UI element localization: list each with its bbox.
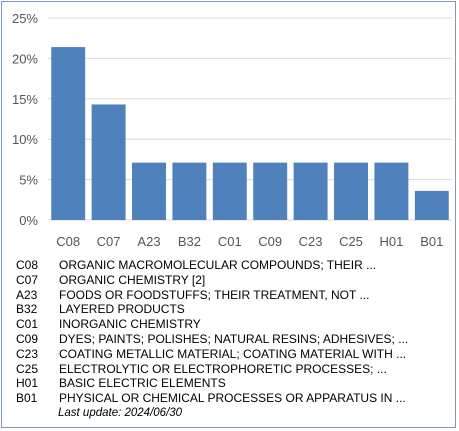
legend-item: C01 INORGANIC CHEMISTRY: [16, 317, 446, 332]
y-tick-label: 10%: [12, 132, 38, 147]
legend-item: C25 ELECTROLYTIC OR ELECTROPHORETIC PROCE…: [16, 362, 446, 377]
legend-code: B32: [16, 302, 38, 317]
y-tick-label: 15%: [12, 92, 38, 107]
x-tick-label: C25: [339, 234, 363, 249]
legend-item: B01 PHYSICAL OR CHEMICAL PROCESSES OR APP…: [16, 391, 446, 406]
bar: [334, 162, 368, 220]
legend-description: ELECTROLYTIC OR ELECTROPHORETIC PROCESSE…: [59, 361, 387, 376]
legend-code: C09: [16, 331, 39, 346]
x-tick-label: B01: [420, 234, 443, 249]
legend-description: ORGANIC MACROMOLECULAR COMPOUNDS; THEIR …: [59, 258, 377, 272]
x-tick-label: B32: [178, 234, 201, 249]
x-tick-label: C09: [258, 234, 282, 249]
bar: [253, 162, 288, 220]
legend-code: C07: [16, 272, 39, 287]
bar: [293, 162, 328, 220]
x-tick-label: H01: [379, 234, 403, 249]
y-tick-label: 5%: [19, 173, 38, 188]
bar: [91, 104, 126, 220]
legend-item: C09 DYES; PAINTS; POLISHES; NATURAL RESIN…: [16, 332, 446, 347]
legend-item: H01 BASIC ELECTRIC ELEMENTS: [16, 376, 446, 391]
legend-code: C23: [16, 346, 39, 361]
bar: [172, 162, 207, 220]
bar-chart: 0% 5% 10% 15% 20% 25% C08 C07 A23 B32 C01 C09 C23 C25…: [12, 11, 452, 249]
legend-description: PHYSICAL OR CHEMICAL PROCESSES OR APPARA…: [59, 391, 406, 406]
bar: [51, 47, 86, 221]
legend-description: BASIC ELECTRIC ELEMENTS: [59, 376, 226, 391]
x-tick-label: C01: [218, 234, 242, 249]
legend-item: A23 FOODS OR FOODSTUFFS; THEIR TREATMENT,…: [16, 288, 446, 303]
legend-description: DYES; PAINTS; POLISHES; NATURAL RESINS; …: [59, 331, 409, 346]
legend: C08 ORGANIC MACROMOLECULAR COMPOUNDS; THE…: [16, 258, 446, 406]
y-tick-label: 20%: [12, 51, 38, 66]
x-tick-label: C07: [97, 234, 121, 249]
legend-code: C08: [16, 258, 39, 272]
legend-code: C25: [16, 361, 39, 376]
bar: [374, 162, 409, 220]
legend-description: INORGANIC CHEMISTRY: [59, 317, 201, 332]
legend-code: B01: [16, 391, 38, 406]
last-update: Last update: 2024/06/30: [58, 407, 183, 419]
legend-code: H01: [16, 376, 39, 391]
legend-code: C01: [16, 317, 39, 332]
legend-item: C07 ORGANIC CHEMISTRY [2]: [16, 273, 446, 288]
legend-item: C23 COATING METALLIC MATERIAL; COATING MA…: [16, 347, 446, 362]
y-tick-label: 25%: [12, 11, 38, 26]
bar: [414, 190, 449, 220]
x-tick-label: A23: [137, 234, 160, 249]
legend-description: FOODS OR FOODSTUFFS; THEIR TREATMENT, NO…: [59, 287, 370, 302]
legend-description: ORGANIC CHEMISTRY [2]: [59, 272, 206, 287]
legend-item: C08 ORGANIC MACROMOLECULAR COMPOUNDS; THE…: [16, 258, 446, 273]
bar: [212, 162, 247, 220]
legend-description: LAYERED PRODUCTS: [59, 302, 185, 317]
y-tick-label: 0%: [19, 213, 38, 228]
legend-item: B32 LAYERED PRODUCTS: [16, 302, 446, 317]
bar: [132, 162, 166, 220]
x-tick-label: C08: [56, 234, 80, 249]
legend-code: A23: [16, 287, 38, 302]
x-tick-label: C23: [299, 234, 323, 249]
legend-description: COATING METALLIC MATERIAL; COATING MATER…: [59, 346, 407, 361]
